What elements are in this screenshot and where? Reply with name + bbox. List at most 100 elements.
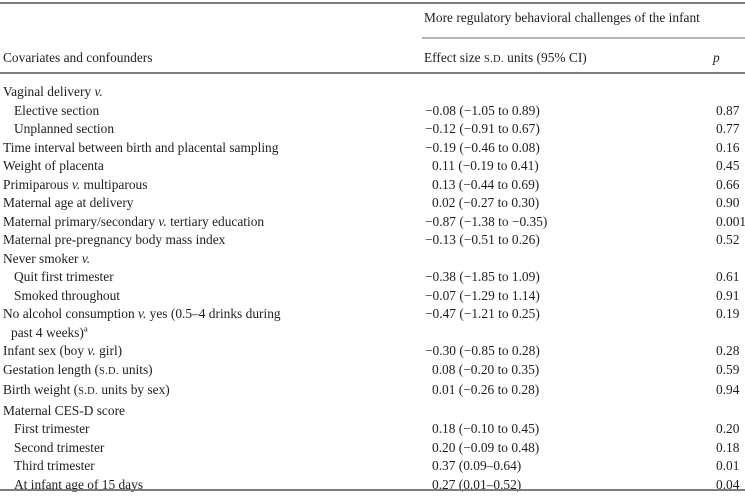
col-header-effect-size: Effect size S.D. units (95% CI)	[424, 49, 587, 69]
row-effect-size: −0.12 (−0.91 to 0.67)	[425, 121, 540, 136]
text-fragment: Third trimester	[14, 458, 95, 473]
table-row: Maternal pre-pregnancy body mass index −0…	[0, 231, 745, 250]
text-fragment: First trimester	[14, 421, 90, 436]
col-header-p: p	[713, 50, 720, 65]
row-effect-size: −0.07 (−1.29 to 1.14)	[425, 287, 540, 303]
row-effect-size: −0.47 (−1.21 to 0.25)	[425, 306, 540, 321]
table-row: Primiparous v. multiparous 0.13 (−0.44 to…	[0, 176, 745, 195]
row-p-value: 0.20	[716, 421, 740, 436]
row-p-value: 0.45	[716, 158, 740, 173]
text-fragment: v.	[94, 84, 103, 99]
row-p-value: 0.01	[716, 458, 740, 473]
row-effect-size: −0.87 (−1.38 to −0.35)	[425, 213, 548, 229]
row-label: Maternal pre-pregnancy body mass index	[0, 231, 422, 250]
row-label: Infant sex (boy v. girl)	[0, 342, 422, 361]
row-label: Smoked throughout	[0, 287, 422, 306]
text-fragment: Maternal pre-pregnancy body mass index	[3, 232, 226, 247]
row-label: No alcohol consumption v. yes (0.5–4 dri…	[0, 305, 422, 342]
text-fragment: Maternal CES-D score	[3, 402, 125, 418]
row-p-value: 0.77	[716, 121, 740, 136]
row-label: Gestation length (S.D. units)	[0, 361, 422, 382]
text-fragment: Effect size	[424, 50, 484, 65]
text-fragment: At infant age of 15 days	[14, 476, 144, 492]
text-fragment: girl)	[95, 343, 123, 358]
text-fragment: multiparous	[80, 176, 148, 192]
row-label: Third trimester	[0, 457, 422, 476]
text-fragment: past 4 weeks)	[11, 324, 84, 340]
text-fragment: Second trimester	[14, 439, 105, 455]
row-effect-size: 0.02 (−0.27 to 0.30)	[432, 195, 540, 210]
row-p-value: 0.59	[716, 361, 740, 377]
text-fragment: yes (0.5–4 drinks during	[146, 306, 281, 321]
text-fragment: Birth weight (	[3, 382, 79, 397]
row-effect-size: 0.18 (−0.10 to 0.45)	[432, 421, 540, 436]
text-fragment: Vaginal delivery	[3, 84, 95, 99]
text-fragment: S.D.	[98, 365, 119, 377]
row-effect-size: −0.13 (−0.51 to 0.26)	[425, 232, 540, 247]
text-fragment: v.	[87, 343, 96, 358]
top-rule	[0, 2, 745, 4]
row-p-value: 0.19	[716, 306, 740, 321]
row-effect-size: 0.08 (−0.20 to 0.35)	[432, 361, 540, 377]
table-row: Maternal primary/secondary v. tertiary e…	[0, 213, 745, 232]
table-row: Never smoker v.	[0, 250, 745, 269]
table-row: Weight of placenta 0.11 (−0.19 to 0.41) 0.…	[0, 157, 745, 176]
table-row: Unplanned section −0.12 (−0.91 to 0.67) 0.…	[0, 120, 745, 139]
row-label: First trimester	[0, 420, 422, 439]
table-row: No alcohol consumption v. yes (0.5–4 dri…	[0, 305, 745, 342]
row-label: Vaginal delivery v.	[0, 83, 422, 102]
spanner-heading: More regulatory behavioral challenges of…	[424, 10, 700, 25]
bottom-rule	[0, 489, 745, 491]
row-effect-size: 0.37 (0.09–0.64)	[432, 458, 522, 473]
table-row: Maternal CES-D score	[0, 402, 745, 421]
table-row: Quit first trimester −0.38 (−1.85 to 1.09…	[0, 268, 745, 287]
row-effect-size: 0.27 (0.01–0.52)	[432, 476, 522, 492]
row-p-value: 0.90	[716, 195, 740, 210]
row-effect-size: −0.38 (−1.85 to 1.09)	[425, 269, 540, 284]
text-fragment: units by sex)	[97, 382, 170, 397]
text-fragment: Smoked throughout	[14, 287, 121, 303]
text-fragment: Maternal primary/secondary	[3, 213, 159, 229]
row-p-value: 0.52	[716, 232, 740, 247]
table-row: Time interval between birth and placenta…	[0, 139, 745, 158]
row-label: Time interval between birth and placenta…	[0, 139, 422, 158]
row-label: Never smoker v.	[0, 250, 422, 269]
table-row: Maternal age at delivery 0.02 (−0.27 to 0…	[0, 194, 745, 213]
row-effect-size: 0.01 (−0.26 to 0.28)	[432, 382, 540, 397]
text-fragment: Weight of placenta	[3, 158, 104, 173]
text-fragment: units)	[118, 361, 153, 377]
table-rows: Vaginal delivery v. Elective section −0.08…	[0, 83, 745, 494]
row-label: Maternal primary/secondary v. tertiary e…	[0, 213, 422, 232]
row-label: Maternal age at delivery	[0, 194, 422, 213]
row-effect-size: −0.08 (−1.05 to 0.89)	[425, 102, 540, 118]
text-fragment: Elective section	[14, 102, 100, 118]
row-p-value: 0.87	[716, 102, 740, 118]
row-label: Maternal CES-D score	[0, 402, 422, 421]
row-label: Second trimester	[0, 439, 422, 458]
row-label: Unplanned section	[0, 120, 422, 139]
text-fragment: Unplanned section	[14, 121, 115, 136]
text-fragment: S.D.	[78, 386, 98, 397]
table-row: Vaginal delivery v.	[0, 83, 745, 102]
row-p-value: 0.16	[716, 139, 740, 155]
text-fragment: Time interval between birth and placenta…	[3, 139, 279, 155]
row-label: Weight of placenta	[0, 157, 422, 176]
row-effect-size: 0.13 (−0.44 to 0.69)	[432, 176, 540, 192]
header-rule	[0, 72, 745, 74]
text-fragment: a	[83, 323, 88, 334]
text-fragment: Quit first trimester	[14, 269, 114, 284]
text-fragment: tertiary education	[166, 213, 265, 229]
text-fragment: Gestation length (	[3, 361, 99, 377]
text-fragment: v.	[138, 306, 147, 321]
row-p-value: 0.66	[716, 176, 740, 192]
row-label: Primiparous v. multiparous	[0, 176, 422, 195]
text-fragment: Never smoker	[3, 250, 82, 266]
row-effect-size: −0.30 (−0.85 to 0.28)	[425, 343, 540, 358]
row-label: Quit first trimester	[0, 268, 422, 287]
col-header-covariates: Covariates and confounders	[3, 50, 153, 65]
text-fragment: units (95% CI)	[503, 50, 587, 65]
table-row: Elective section −0.08 (−1.05 to 0.89) 0.8…	[0, 102, 745, 121]
table-row: First trimester 0.18 (−0.10 to 0.45) 0.20	[0, 420, 745, 439]
table-row: Third trimester 0.37 (0.09–0.64) 0.01	[0, 457, 745, 476]
